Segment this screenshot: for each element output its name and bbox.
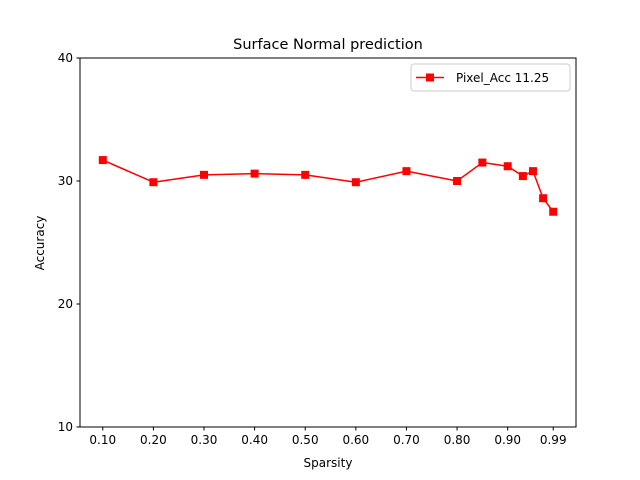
data-point: [549, 207, 558, 216]
data-point: [503, 162, 512, 171]
x-tick-label: 0.50: [292, 433, 319, 447]
x-tick-label: 0.20: [140, 433, 167, 447]
x-tick-label: 0.90: [494, 433, 521, 447]
data-point: [402, 167, 411, 176]
y-tick-label: 20: [58, 297, 73, 311]
x-tick-label: 0.30: [191, 433, 218, 447]
x-tick-label: 0.80: [444, 433, 471, 447]
legend-label: Pixel_Acc 11.25: [456, 71, 549, 85]
data-point: [98, 156, 107, 165]
y-tick-label: 10: [58, 420, 73, 434]
y-tick-label: 40: [58, 51, 73, 65]
x-tick-label: 0.10: [89, 433, 116, 447]
plot-area-frame: [79, 57, 577, 428]
data-point: [301, 170, 310, 179]
x-tick-label: 0.60: [342, 433, 369, 447]
y-axis-ticks: 10 20 30 40: [58, 51, 80, 434]
data-point: [478, 158, 487, 167]
x-axis-label: Sparsity: [304, 456, 353, 470]
series-line: [102, 159, 554, 213]
data-point: [149, 178, 158, 187]
y-axis-label: Accuracy: [33, 216, 47, 271]
legend-marker: [426, 73, 434, 82]
x-axis-ticks: 0.10 0.20 0.30 0.40 0.50 0.60 0.70 0.80 0.90 0.99: [89, 427, 567, 447]
y-tick-label: 30: [58, 174, 73, 188]
series-layer: [98, 156, 558, 216]
data-point: [528, 167, 537, 176]
data-point: [351, 178, 360, 187]
data-point: [518, 172, 527, 181]
data-point: [200, 170, 208, 179]
chart-title: Surface Normal prediction: [233, 37, 423, 53]
data-point: [539, 194, 548, 203]
data-point: [250, 169, 259, 178]
x-tick-label: 0.99: [540, 433, 567, 447]
legend-box: [410, 63, 571, 92]
x-tick-label: 0.70: [393, 433, 420, 447]
data-point: [453, 177, 462, 185]
legend: Pixel_Acc 11.25: [410, 63, 571, 92]
x-tick-label: 0.40: [241, 433, 268, 447]
